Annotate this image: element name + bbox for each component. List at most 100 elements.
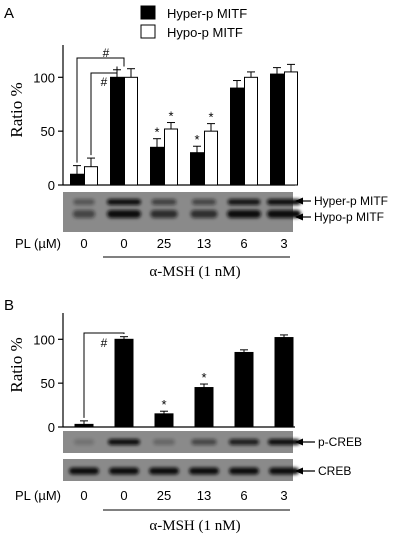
blot-band <box>191 439 217 445</box>
blot-a-arrow-hypo <box>295 213 311 221</box>
y-tick-label: 50 <box>41 124 55 139</box>
blot-band <box>149 467 179 475</box>
y-axis-label: Ratio % <box>7 82 26 137</box>
significance-star: * <box>194 132 199 147</box>
blot-band <box>108 439 140 445</box>
x-tick-label: 13 <box>197 236 211 251</box>
x-tick-label: 25 <box>157 488 171 503</box>
x-tick-label: 6 <box>240 488 247 503</box>
legend-swatch-hypo <box>140 24 156 39</box>
panel-a-letter: A <box>4 5 14 22</box>
bar <box>190 152 204 186</box>
bar <box>70 173 84 186</box>
blot-band <box>191 199 217 205</box>
blot-band <box>229 467 259 475</box>
blot-band <box>69 467 99 475</box>
bar <box>234 351 254 428</box>
significance-bracket <box>83 332 125 418</box>
bar <box>114 338 134 428</box>
blot-band <box>227 199 261 205</box>
bar <box>154 413 174 428</box>
bar <box>110 76 124 186</box>
chart-a: 0 50 100 Ratio % * * * * # # <box>7 45 298 193</box>
blot-band <box>109 467 139 475</box>
legend-swatch-hyper <box>140 5 156 20</box>
bar <box>84 166 98 186</box>
y-tick-label: 0 <box>48 420 55 435</box>
bar <box>74 423 94 428</box>
blot-band <box>227 210 261 218</box>
blot-b-label-pcreb: p-CREB <box>318 435 362 449</box>
bar <box>284 71 298 186</box>
blot-a-arrow-hyper <box>295 197 311 205</box>
blot-band <box>73 199 95 205</box>
significance-star: * <box>208 110 213 125</box>
significance-bracket <box>76 57 125 163</box>
blot-band <box>107 199 141 205</box>
legend-label-hypo: Hypo-p MITF <box>167 25 243 40</box>
significance-star: * <box>161 397 166 412</box>
x-labels-a: PL (µM) 0 0 25 13 6 3 <box>15 236 288 251</box>
blot-b-arrow-creb <box>295 467 315 475</box>
blot-a-label-hyper: Hyper-p MITF <box>314 194 388 208</box>
blot-b-pcreb: p-CREB <box>63 431 362 453</box>
bar <box>230 87 244 186</box>
x-prefix-b: PL (µM) <box>15 488 61 503</box>
significance-star: * <box>168 109 173 124</box>
bar <box>150 146 164 186</box>
bar <box>164 128 178 186</box>
x-tick-label: 6 <box>240 236 247 251</box>
y-tick-label: 100 <box>33 332 55 347</box>
blot-band <box>267 199 301 205</box>
blot-band <box>73 439 95 445</box>
treatment-label-a: α-MSH (1 nM) <box>149 264 240 280</box>
blot-band <box>189 467 219 475</box>
significance-hash: # <box>103 46 110 60</box>
blot-b-pcreb-bands <box>73 439 300 445</box>
x-prefix-a: PL (µM) <box>15 236 61 251</box>
x-tick-label: 3 <box>280 488 287 503</box>
bar <box>124 76 138 186</box>
x-tick-label: 25 <box>157 236 171 251</box>
x-labels-b: PL (µM) 0 0 25 13 6 3 <box>15 488 288 503</box>
blot-a-bands <box>72 199 301 218</box>
x-tick-label: 3 <box>280 236 287 251</box>
blot-band <box>150 210 178 218</box>
blot-b-pcreb-background <box>63 431 293 453</box>
significance-star: * <box>201 370 206 385</box>
blot-band <box>269 467 299 475</box>
blot-band <box>72 210 96 218</box>
blot-band <box>107 210 141 218</box>
legend-label-hyper: Hyper-p MITF <box>167 6 247 21</box>
x-tick-label: 0 <box>80 488 87 503</box>
blot-band <box>268 439 300 445</box>
y-tick-label: 100 <box>33 70 55 85</box>
blot-b-arrow-pcreb <box>295 438 315 446</box>
blot-a-label-hypo: Hypo-p MITF <box>314 210 384 224</box>
bar <box>204 130 218 186</box>
blot-band <box>228 439 260 445</box>
bar <box>274 337 294 428</box>
significance-hash: # <box>101 336 108 350</box>
bar <box>244 76 258 186</box>
bar <box>194 387 214 428</box>
x-tick-label: 0 <box>120 236 127 251</box>
blot-b-creb: CREB <box>63 459 351 481</box>
significance-star: * <box>154 125 159 140</box>
blot-band <box>190 210 218 218</box>
blot-b-label-creb: CREB <box>318 464 351 478</box>
blot-band <box>151 199 177 205</box>
panel-b-letter: B <box>4 297 14 314</box>
bar <box>270 73 284 186</box>
treatment-label-b: α-MSH (1 nM) <box>149 518 240 534</box>
chart-b: 0 50 100 Ratio % * * # <box>7 313 295 435</box>
legend-a: Hyper-p MITF Hypo-p MITF <box>140 5 247 40</box>
blot-band <box>153 439 175 445</box>
blot-a: Hyper-p MITF Hypo-p MITF <box>63 192 388 232</box>
y-axis-label: Ratio % <box>7 337 26 392</box>
x-tick-label: 13 <box>197 488 211 503</box>
y-tick-label: 50 <box>41 376 55 391</box>
x-tick-label: 0 <box>80 236 87 251</box>
blot-b-creb-bands <box>69 467 299 475</box>
significance-bracket <box>90 66 118 156</box>
